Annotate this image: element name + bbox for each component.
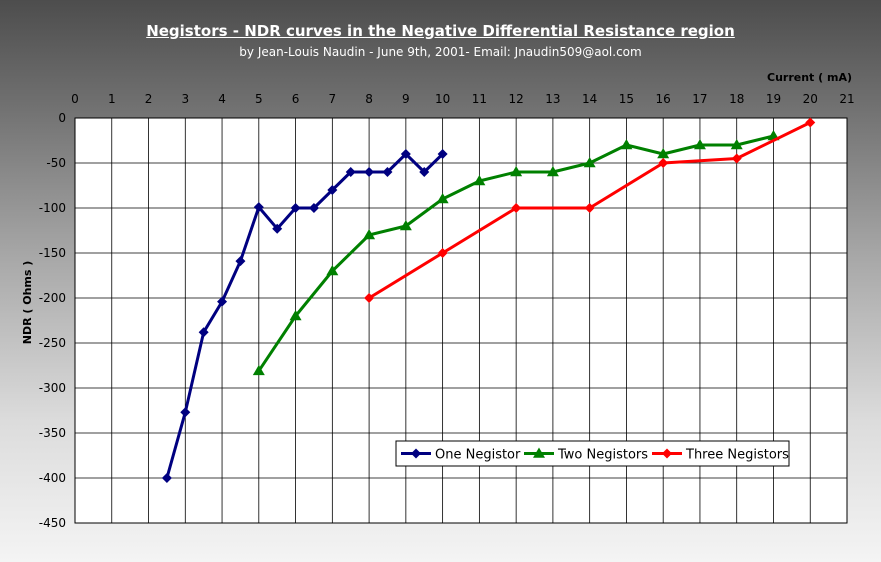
data-point bbox=[657, 148, 670, 159]
x-tick-label: 21 bbox=[839, 92, 854, 106]
data-point bbox=[419, 167, 430, 177]
x-tick-label: 19 bbox=[766, 92, 781, 106]
data-point bbox=[437, 149, 448, 159]
series-line bbox=[165, 152, 444, 479]
data-point bbox=[436, 193, 449, 204]
data-point bbox=[511, 203, 522, 213]
data-point bbox=[326, 265, 339, 276]
data-point bbox=[327, 185, 338, 195]
data-point bbox=[730, 139, 743, 150]
y-tick-label: -300 bbox=[39, 381, 66, 395]
x-tick-label: 16 bbox=[656, 92, 671, 106]
legend-item: One Negistor bbox=[401, 448, 521, 463]
data-point bbox=[658, 158, 669, 168]
x-tick-label: 6 bbox=[292, 92, 300, 106]
data-point bbox=[399, 220, 412, 231]
data-point bbox=[364, 167, 375, 177]
data-point bbox=[217, 296, 228, 307]
legend-label: One Negistor bbox=[435, 448, 521, 463]
x-tick-label: 3 bbox=[181, 92, 189, 106]
x-tick-label: 4 bbox=[218, 92, 226, 106]
x-tick-label: 20 bbox=[803, 92, 818, 106]
data-point bbox=[546, 166, 559, 177]
data-point bbox=[161, 473, 172, 483]
data-point bbox=[198, 327, 209, 338]
data-point bbox=[308, 203, 319, 213]
x-tick-label: 5 bbox=[255, 92, 263, 106]
legend-label: Two Negistors bbox=[557, 448, 648, 463]
series-two-negistors bbox=[252, 130, 780, 376]
x-tick-label: 10 bbox=[435, 92, 450, 106]
legend: One Negistor Two Negistors Three Negistors bbox=[395, 440, 790, 467]
chart-title: Negistors - NDR curves in the Negative D… bbox=[146, 22, 735, 40]
y-tick-label: -450 bbox=[39, 516, 66, 530]
data-point bbox=[437, 248, 448, 258]
x-tick-label: 0 bbox=[71, 92, 79, 106]
data-point bbox=[805, 117, 816, 128]
data-point bbox=[180, 407, 191, 418]
y-tick-label: -50 bbox=[46, 156, 66, 170]
x-tick-label: 15 bbox=[619, 92, 634, 106]
series-one-negistor bbox=[161, 149, 448, 483]
series-three-negistors bbox=[364, 117, 816, 303]
x-tick-label: 17 bbox=[692, 92, 707, 106]
data-point bbox=[620, 139, 633, 150]
x-tick-label: 12 bbox=[509, 92, 524, 106]
x-tick-label: 14 bbox=[582, 92, 597, 106]
x-tick-label: 1 bbox=[108, 92, 116, 106]
legend-item: Two Negistors bbox=[524, 447, 648, 463]
legend-swatch-marker bbox=[533, 447, 545, 458]
y-tick-label: 0 bbox=[58, 111, 66, 125]
y-axis-label: NDR ( Ohms ) bbox=[21, 261, 34, 345]
y-tick-label: -350 bbox=[39, 426, 66, 440]
data-point bbox=[272, 223, 283, 234]
x-tick-label: 18 bbox=[729, 92, 744, 106]
x-tick-label: 11 bbox=[472, 92, 487, 106]
legend-box bbox=[395, 440, 790, 467]
y-tick-label: -150 bbox=[39, 246, 66, 260]
x-tick-label: 8 bbox=[365, 92, 373, 106]
y-tick-label: -100 bbox=[39, 201, 66, 215]
data-point bbox=[693, 139, 706, 150]
y-tick-label: -250 bbox=[39, 336, 66, 350]
legend-swatch-marker bbox=[662, 448, 672, 459]
x-tick-label: 2 bbox=[145, 92, 153, 106]
y-tick-label: -400 bbox=[39, 471, 66, 485]
x-tick-label: 7 bbox=[329, 92, 337, 106]
data-point bbox=[252, 364, 265, 376]
legend-item: Three Negistors bbox=[652, 448, 789, 463]
data-point bbox=[731, 153, 742, 164]
chart-subtitle: by Jean-Louis Naudin - June 9th, 2001- E… bbox=[239, 45, 642, 59]
legend-label: Three Negistors bbox=[685, 448, 789, 463]
legend-swatch-marker bbox=[411, 448, 421, 459]
x-axis-label: Current ( mA) bbox=[767, 71, 852, 84]
data-point bbox=[253, 202, 264, 213]
data-point bbox=[382, 167, 393, 177]
data-point bbox=[473, 175, 486, 186]
data-point bbox=[363, 229, 376, 240]
data-point bbox=[235, 256, 246, 267]
data-point bbox=[584, 203, 595, 213]
data-point bbox=[583, 157, 596, 168]
x-tick-label: 9 bbox=[402, 92, 410, 106]
y-tick-label: -200 bbox=[39, 291, 66, 305]
data-point bbox=[510, 166, 523, 177]
data-point bbox=[400, 149, 411, 159]
data-point bbox=[290, 203, 301, 213]
data-point bbox=[364, 293, 375, 303]
x-tick-label: 13 bbox=[545, 92, 560, 106]
data-point bbox=[289, 310, 302, 321]
data-point bbox=[345, 167, 356, 177]
